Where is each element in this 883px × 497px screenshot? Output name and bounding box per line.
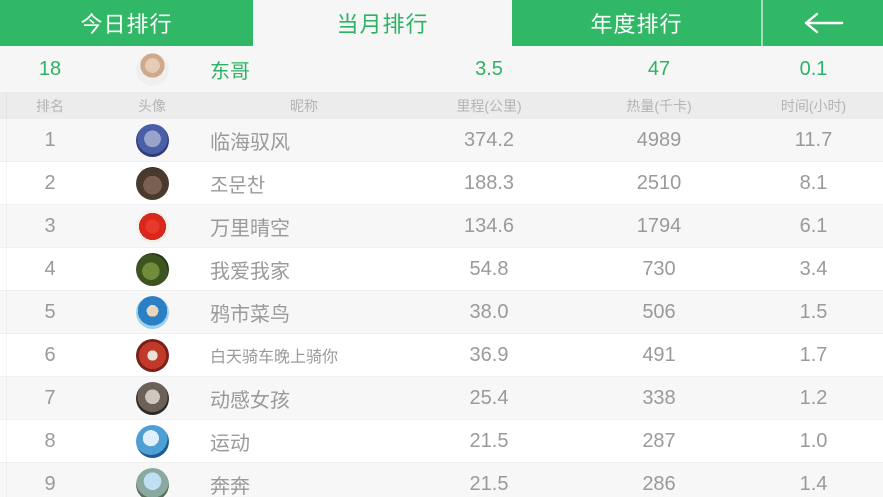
- row-time: 6.1: [799, 214, 828, 237]
- column-header-avatar: 头像: [138, 98, 166, 114]
- row-distance: 54.8: [469, 257, 509, 280]
- table-row[interactable]: 3 万里晴空 134.6 1794 6.1: [0, 205, 883, 248]
- table-row[interactable]: 4 我爱我家 54.8 730 3.4: [0, 248, 883, 291]
- row-time: 1.2: [799, 386, 828, 409]
- avatar: [135, 338, 169, 372]
- column-header-distance: 里程(公里): [456, 98, 522, 114]
- row-rank: 9: [44, 472, 56, 495]
- row-avatar-cell: [100, 424, 204, 458]
- row-avatar-cell: [100, 209, 204, 243]
- avatar: [135, 424, 169, 458]
- row-calories: 491: [642, 343, 676, 366]
- back-button[interactable]: [761, 0, 883, 46]
- row-rank: 4: [44, 257, 56, 280]
- row-nickname: 鸦市菜鸟: [210, 303, 290, 326]
- current-user-rank: 18: [38, 57, 62, 80]
- current-user-nickname: 东哥: [210, 60, 250, 83]
- row-distance: 38.0: [469, 300, 509, 323]
- row-avatar-cell: [100, 381, 204, 415]
- row-calories: 2510: [636, 171, 682, 194]
- row-distance: 374.2: [463, 128, 515, 151]
- row-nickname: 运动: [210, 432, 250, 455]
- avatar: [135, 252, 169, 286]
- current-user-row[interactable]: 18 东哥 3.5 47 0.1: [0, 46, 883, 93]
- row-calories: 287: [642, 429, 676, 452]
- row-distance: 25.4: [469, 386, 509, 409]
- table-row[interactable]: 7 动感女孩 25.4 338 1.2: [0, 377, 883, 420]
- row-calories: 506: [642, 300, 676, 323]
- row-rank: 2: [44, 171, 56, 194]
- row-calories: 730: [642, 257, 676, 280]
- avatar: [135, 467, 169, 497]
- avatar: [135, 295, 169, 329]
- tab-year[interactable]: 年度排行: [512, 0, 761, 46]
- tab-today[interactable]: 今日排行: [0, 0, 253, 46]
- column-header-calories: 热量(千卡): [626, 98, 692, 114]
- row-distance: 21.5: [469, 472, 509, 495]
- table-row[interactable]: 1 临海驭风 374.2 4989 11.7: [0, 119, 883, 162]
- row-nickname: 临海驭风: [210, 131, 290, 154]
- row-distance: 36.9: [469, 343, 509, 366]
- column-header-time: 时间(小时): [780, 98, 847, 114]
- table-row[interactable]: 9 奔奔 21.5 286 1.4: [0, 463, 883, 497]
- row-avatar-cell: [100, 295, 204, 329]
- row-time: 1.7: [799, 343, 828, 366]
- row-calories: 338: [642, 386, 676, 409]
- row-rank: 1: [44, 128, 56, 151]
- row-time: 1.5: [799, 300, 828, 323]
- row-rank: 7: [44, 386, 56, 409]
- table-row[interactable]: 6 白天骑车晚上骑你 36.9 491 1.7: [0, 334, 883, 377]
- row-rank: 3: [44, 214, 56, 237]
- row-time: 1.4: [799, 472, 828, 495]
- row-avatar-cell: [100, 467, 204, 497]
- avatar: [135, 52, 169, 86]
- leaderboard-list: 1 临海驭风 374.2 4989 11.7 2 조문찬 188.3 2510 8.1 3 万里晴空 1…: [0, 119, 883, 497]
- row-calories: 286: [642, 472, 676, 495]
- row-calories: 1794: [636, 214, 682, 237]
- row-avatar-cell: [100, 123, 204, 157]
- current-user-distance: 3.5: [475, 57, 503, 80]
- avatar: [135, 381, 169, 415]
- row-time: 8.1: [799, 171, 828, 194]
- table-row[interactable]: 8 运动 21.5 287 1.0: [0, 420, 883, 463]
- row-time: 3.4: [799, 257, 828, 280]
- table-header: 排名 头像 昵称 里程(公里) 热量(千卡) 时间(小时): [0, 93, 883, 119]
- current-user-calories: 47: [647, 57, 671, 80]
- row-distance: 21.5: [469, 429, 509, 452]
- avatar: [135, 209, 169, 243]
- row-avatar-cell: [100, 252, 204, 286]
- row-avatar-cell: [100, 166, 204, 200]
- tab-month-label: 当月排行: [336, 12, 429, 37]
- row-nickname: 조문찬: [210, 174, 266, 197]
- tab-today-label: 今日排行: [80, 12, 173, 37]
- tab-month[interactable]: 当月排行: [253, 0, 512, 46]
- row-time: 11.7: [794, 128, 833, 151]
- current-user-time: 0.1: [799, 57, 828, 80]
- current-user-avatar-cell: [100, 52, 204, 86]
- row-nickname: 白天骑车晚上骑你: [210, 349, 339, 366]
- row-rank: 8: [44, 429, 56, 452]
- row-rank: 5: [44, 300, 56, 323]
- row-time: 1.0: [799, 429, 828, 452]
- column-header-nickname: 昵称: [290, 98, 318, 114]
- table-row[interactable]: 5 鸦市菜鸟 38.0 506 1.5: [0, 291, 883, 334]
- row-calories: 4989: [636, 128, 682, 151]
- row-nickname: 万里晴空: [210, 217, 290, 240]
- tab-year-label: 年度排行: [590, 12, 683, 37]
- row-avatar-cell: [100, 338, 204, 372]
- row-distance: 134.6: [463, 214, 515, 237]
- row-nickname: 奔奔: [210, 475, 250, 497]
- avatar: [135, 166, 169, 200]
- row-nickname: 我爱我家: [210, 260, 290, 283]
- row-nickname: 动感女孩: [210, 389, 290, 412]
- arrow-left-icon: [804, 12, 844, 34]
- row-rank: 6: [44, 343, 56, 366]
- column-header-rank: 排名: [36, 98, 64, 114]
- row-distance: 188.3: [463, 171, 515, 194]
- tab-bar: 今日排行 当月排行 年度排行: [0, 0, 883, 46]
- table-row[interactable]: 2 조문찬 188.3 2510 8.1: [0, 162, 883, 205]
- avatar: [135, 123, 169, 157]
